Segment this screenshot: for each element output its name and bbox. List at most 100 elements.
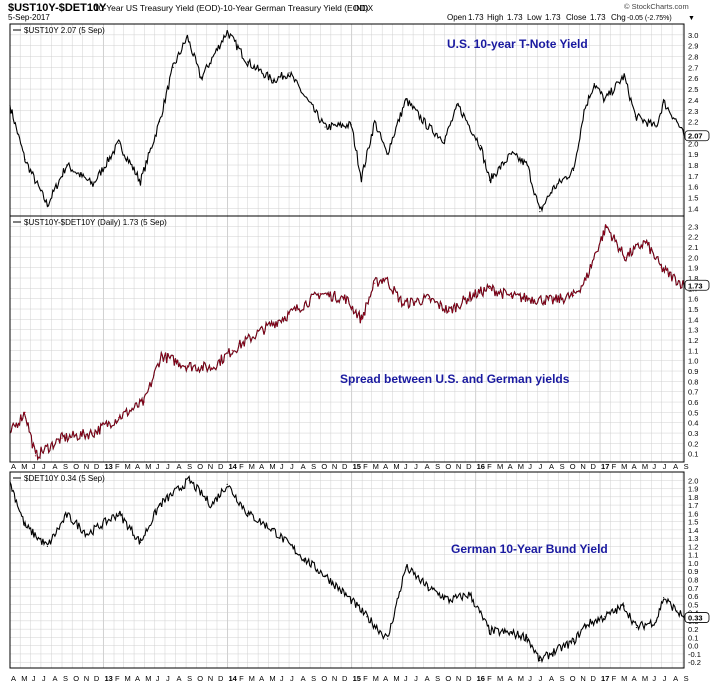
x-tick-label: J [156, 674, 160, 683]
y-tick-label: 0.1 [688, 633, 698, 642]
data-point [246, 61, 249, 63]
data-point [634, 115, 636, 117]
x-tick-label: J [42, 462, 46, 471]
watermark: © StockCharts.com [624, 2, 689, 11]
data-point [655, 620, 657, 622]
chart-panels: 1.41.51.61.71.81.92.02.12.22.32.42.52.62… [9, 23, 710, 669]
x-tick-label: D [218, 674, 224, 683]
x-tick-label: F [239, 462, 244, 471]
y-tick-label: 2.8 [688, 53, 698, 62]
data-point [510, 153, 512, 155]
x-tick-label: N [332, 674, 337, 683]
x-tick-label: O [445, 462, 451, 471]
data-point [186, 365, 189, 367]
high-value: 1.73 [507, 13, 523, 22]
y-tick-label: 2.1 [688, 243, 698, 252]
x-tick-label: S [187, 462, 192, 471]
x-tick-label: O [570, 674, 576, 683]
y-tick-label: 2.2 [688, 233, 698, 242]
x-tick-label: 17 [601, 462, 609, 471]
x-tick-label: F [363, 462, 368, 471]
data-point [488, 179, 491, 181]
y-tick-label: 0.1 [688, 450, 698, 459]
data-point [61, 437, 63, 439]
chart-date: 5-Sep-2017 [8, 13, 50, 22]
legend-label: $UST10Y-$DET10Y (Daily) 1.73 (5 Sep) [24, 218, 167, 227]
data-point [448, 599, 450, 601]
x-tick-label: A [135, 462, 140, 471]
x-tick-label: 17 [601, 674, 609, 683]
x-tick-label: J [42, 674, 46, 683]
y-tick-label: 1.1 [688, 346, 698, 355]
data-point [663, 101, 665, 103]
y-tick-label: 2.7 [688, 63, 698, 72]
data-point [158, 121, 161, 123]
y-tick-label: 1.5 [688, 194, 698, 203]
close-value: 1.73 [590, 13, 606, 22]
x-tick-label: O [197, 674, 203, 683]
y-tick-label: 1.3 [688, 534, 698, 543]
chart-symbol: $UST10Y-$DET10Y [8, 2, 107, 14]
data-point [324, 574, 326, 576]
x-tick-label: 15 [353, 462, 361, 471]
x-tick-label: A [425, 462, 430, 471]
data-point [200, 77, 202, 79]
y-tick-label: 0.8 [688, 576, 698, 585]
data-point [158, 504, 161, 506]
data-point [604, 99, 606, 101]
data-point [210, 504, 213, 506]
data-point [552, 651, 554, 653]
x-tick-label: S [311, 462, 316, 471]
data-point [663, 597, 665, 599]
series-line-2 [9, 224, 685, 461]
x-tick-label: M [269, 462, 275, 471]
data-point [118, 416, 120, 419]
x-tick-label: J [290, 462, 294, 471]
high-label: High [487, 13, 503, 22]
data-point [226, 483, 228, 486]
series-line-1 [9, 30, 685, 213]
x-tick-label: A [549, 462, 554, 471]
x-tick-label: 14 [229, 674, 238, 683]
y-tick-label: 2.0 [688, 253, 698, 262]
data-point [345, 298, 347, 300]
y-tick-label: 2.9 [688, 42, 698, 51]
data-point [660, 267, 662, 269]
chart-panel-1: 1.41.51.61.71.81.92.02.12.22.32.42.52.62… [9, 23, 710, 217]
x-tick-label: N [456, 674, 461, 683]
data-point [360, 177, 363, 179]
x-tick-label: S [63, 462, 68, 471]
y-tick-label: 1.5 [688, 305, 698, 314]
data-point [118, 142, 120, 144]
last-value-box [684, 130, 710, 142]
data-point [585, 624, 587, 626]
y-tick-label: 2.3 [688, 222, 698, 231]
x-tick-label: J [280, 674, 284, 683]
x-tick-label: M [249, 462, 255, 471]
y-tick-label: 0.4 [688, 419, 698, 428]
data-point [231, 349, 233, 351]
x-tick-label: D [94, 462, 100, 471]
x-tick-label: J [32, 462, 36, 471]
y-tick-label: 0.2 [688, 625, 698, 634]
x-tick-label: S [435, 462, 440, 471]
x-tick-label: O [445, 674, 451, 683]
y-tick-label: 2.0 [688, 476, 698, 485]
data-point [593, 83, 595, 85]
x-tick-label: N [580, 674, 585, 683]
data-point [469, 593, 471, 595]
x-tick-label: A [301, 674, 306, 683]
y-tick-label: 2.6 [688, 74, 698, 83]
x-tick-label: M [125, 462, 131, 471]
data-point [552, 300, 554, 302]
x-tick-label: J [663, 674, 667, 683]
data-point [635, 626, 638, 629]
series-line-3 [9, 475, 685, 664]
x-tick-label: M [621, 674, 627, 683]
spread-line-overlay [9, 224, 685, 461]
x-tick-label: J [652, 674, 656, 683]
data-point [457, 104, 459, 106]
y-tick-label: 0.6 [688, 592, 698, 601]
data-point [427, 587, 430, 589]
